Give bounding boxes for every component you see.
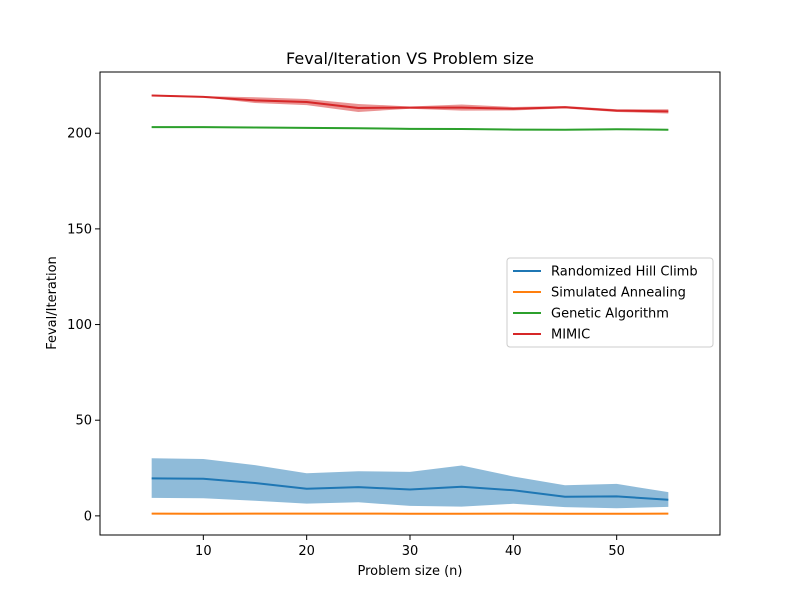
series-lines xyxy=(151,94,669,515)
y-tick-label: 100 xyxy=(67,318,92,333)
mimic-legend-label: MIMIC xyxy=(551,328,590,343)
genetic-algorithm-legend-label: Genetic Algorithm xyxy=(551,307,669,322)
legend: Randomized Hill Climb Simulated Annealing… xyxy=(506,257,714,348)
x-axis-label: Problem size (n) xyxy=(357,564,462,579)
y-tick-label: 0 xyxy=(84,509,92,524)
randomized-hill-climb-legend-label: Randomized Hill Climb xyxy=(551,265,698,280)
x-tick-label: 40 xyxy=(505,544,522,559)
mimic-band xyxy=(151,94,669,114)
mimic-line xyxy=(151,94,669,113)
x-tick-label: 10 xyxy=(195,544,212,559)
chart-title: Feval/Iteration VS Problem size xyxy=(286,49,534,68)
x-tick-label: 20 xyxy=(298,544,315,559)
genetic-algorithm-line xyxy=(151,126,669,131)
randomized-hill-climb-band xyxy=(151,458,669,509)
x-tick-label: 50 xyxy=(608,544,625,559)
y-axis-label: Feval/Iteration xyxy=(45,256,60,350)
randomized-hill-climb-line xyxy=(151,477,669,501)
y-axis: 0 50 100 150 200 xyxy=(67,127,100,524)
y-tick-label: 150 xyxy=(67,222,92,237)
x-tick-label: 30 xyxy=(402,544,419,559)
y-tick-label: 50 xyxy=(75,414,92,429)
x-axis: 10 20 30 40 50 xyxy=(195,535,625,559)
y-tick-label: 200 xyxy=(67,127,92,142)
legend-box xyxy=(506,257,714,348)
simulated-annealing-legend-label: Simulated Annealing xyxy=(551,286,686,301)
